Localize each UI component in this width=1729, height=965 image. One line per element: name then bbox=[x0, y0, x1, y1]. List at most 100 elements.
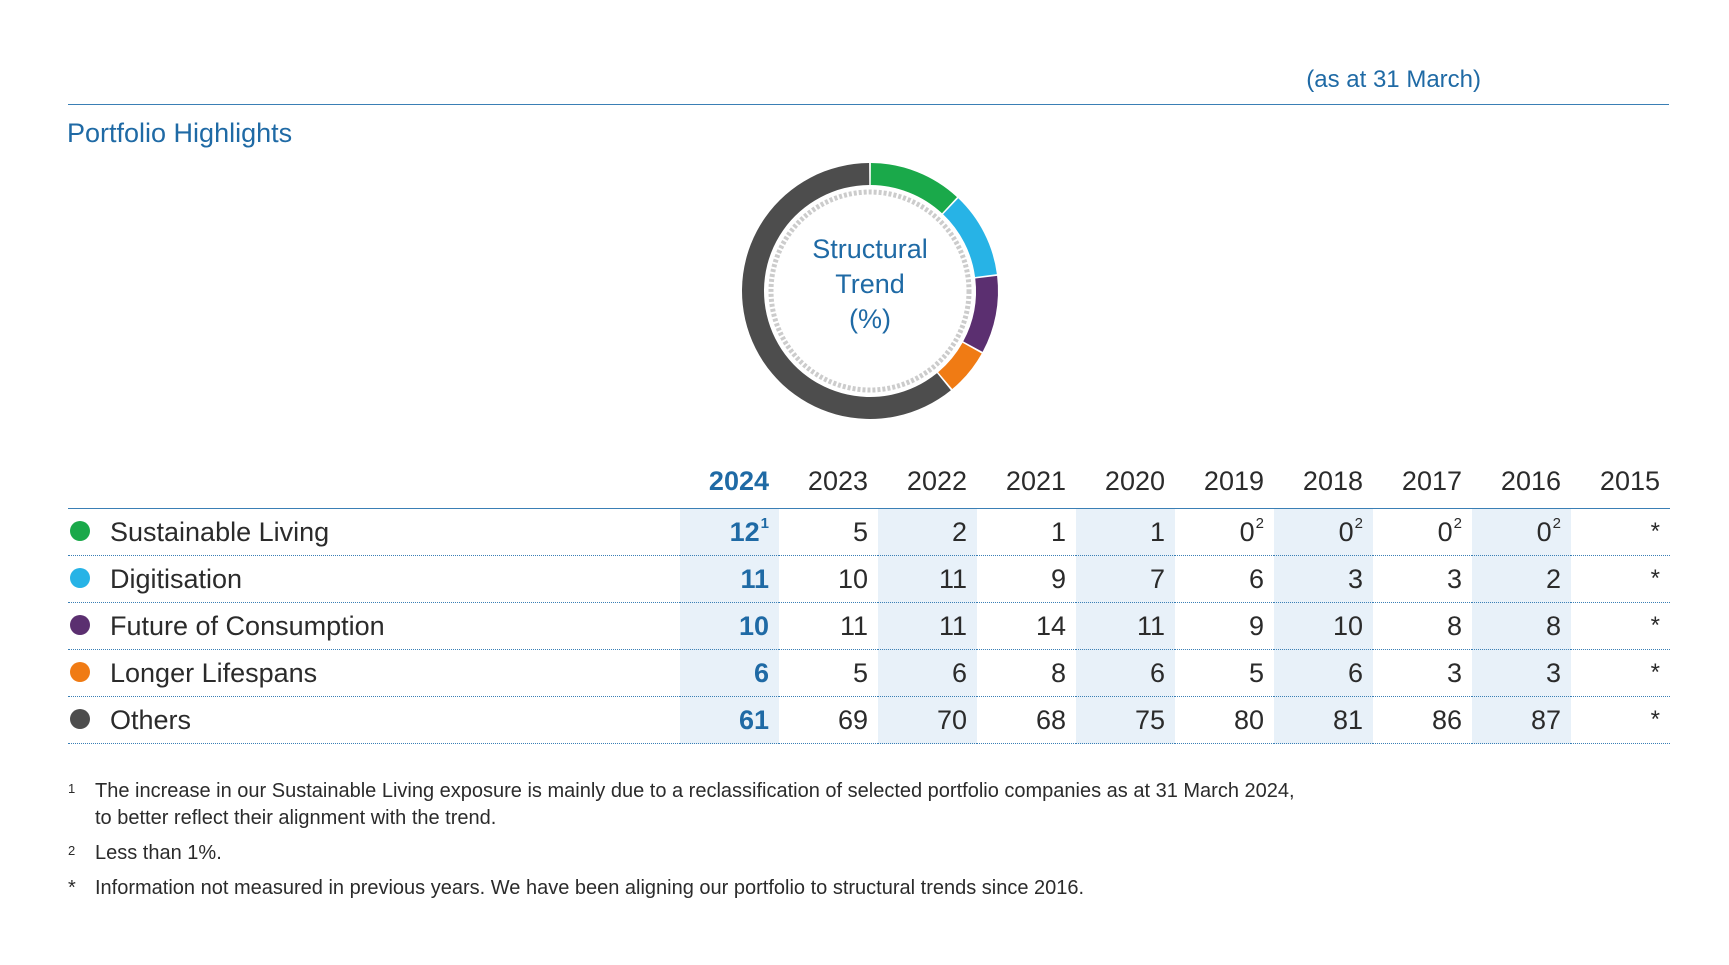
year-header-2017: 2017 bbox=[1373, 455, 1472, 509]
header-divider bbox=[68, 104, 1669, 105]
cell-value: 11 bbox=[938, 610, 967, 641]
cell-value: 3 bbox=[1545, 657, 1561, 688]
cell-value: * bbox=[1650, 565, 1660, 592]
cell-value: 70 bbox=[936, 704, 967, 735]
table-body: Sustainable Living 121 5 2 1 1 02 02 02 02 * Digiti… bbox=[68, 508, 1670, 744]
row-label: Others bbox=[68, 696, 680, 744]
footnote-star-line-1: Information not measured in previous yea… bbox=[95, 877, 1085, 899]
table-cell: 1 bbox=[977, 508, 1076, 556]
table-cell: * bbox=[1571, 508, 1670, 556]
cell-value: 8 bbox=[1446, 610, 1462, 641]
cell-value: 68 bbox=[1035, 704, 1066, 735]
footnote-1: 1 The increase in our Sustainable Living… bbox=[68, 778, 1568, 832]
row-label-text: Sustainable Living bbox=[110, 516, 330, 547]
row-label-text: Future of Consumption bbox=[110, 610, 385, 641]
table-cell: 02 bbox=[1175, 508, 1274, 556]
table-cell: 8 bbox=[977, 649, 1076, 697]
cell-value: 75 bbox=[1134, 704, 1165, 735]
table-cell: 10 bbox=[680, 602, 779, 650]
row-label: Sustainable Living bbox=[68, 508, 680, 556]
table-header-label-cell bbox=[68, 455, 680, 509]
legend-dot bbox=[70, 615, 90, 636]
table-cell: 3 bbox=[1274, 555, 1373, 603]
row-label: Longer Lifespans bbox=[68, 649, 680, 697]
table-cell: 6 bbox=[1076, 649, 1175, 697]
table-row: Future of Consumption 10 11 11 14 11 9 10 8 8 * bbox=[68, 602, 1670, 650]
table-cell: 02 bbox=[1274, 508, 1373, 556]
table-cell: 2 bbox=[878, 508, 977, 556]
cell-value: 10 bbox=[738, 610, 769, 641]
cell-value: 0 bbox=[1536, 516, 1552, 547]
footnote-reference: 2 bbox=[1354, 514, 1363, 532]
cell-value: 3 bbox=[1347, 563, 1363, 594]
table-cell: 11 bbox=[779, 602, 878, 650]
donut-slice-digitisation bbox=[943, 198, 997, 277]
table-cell: 11 bbox=[1076, 602, 1175, 650]
year-header-2015: 2015 bbox=[1571, 455, 1670, 509]
table-row: Others 61 69 70 68 75 80 81 86 87 * bbox=[68, 696, 1670, 744]
year-header-2023: 2023 bbox=[779, 455, 878, 509]
cell-value: 5 bbox=[1248, 657, 1264, 688]
table-cell: 70 bbox=[878, 696, 977, 744]
cell-value: 8 bbox=[1050, 657, 1066, 688]
cell-value: 87 bbox=[1530, 704, 1561, 735]
table-cell: 11 bbox=[878, 555, 977, 603]
footnote-2: 2 Less than 1%. bbox=[68, 840, 1568, 867]
cell-value: 2 bbox=[951, 516, 967, 547]
year-header-2016: 2016 bbox=[1472, 455, 1571, 509]
footnote-1-line-1: The increase in our Sustainable Living e… bbox=[95, 780, 1295, 802]
cell-value: 11 bbox=[839, 610, 868, 641]
table-cell: 1 bbox=[1076, 508, 1175, 556]
row-label-text: Digitisation bbox=[110, 563, 243, 594]
footnote-reference: 2 bbox=[1552, 514, 1561, 532]
cell-value: 1 bbox=[1050, 516, 1066, 547]
year-header-2018: 2018 bbox=[1274, 455, 1373, 509]
donut-slice-sustainable-living bbox=[870, 163, 957, 214]
donut-slice-longer-lifespans bbox=[938, 342, 982, 390]
cell-value: 10 bbox=[1332, 610, 1363, 641]
table-row: Longer Lifespans 6 5 6 8 6 5 6 3 3 * bbox=[68, 649, 1670, 697]
cell-value: 69 bbox=[837, 704, 868, 735]
year-header-2022: 2022 bbox=[878, 455, 977, 509]
footnote-star: * Information not measured in previous y… bbox=[68, 875, 1568, 902]
table-cell: 81 bbox=[1274, 696, 1373, 744]
cell-value: * bbox=[1650, 659, 1660, 686]
donut-center-label: Structural Trend (%) bbox=[770, 232, 970, 337]
legend-dot bbox=[70, 521, 90, 542]
table-row: Digitisation 11 10 11 9 7 6 3 3 2 * bbox=[68, 555, 1670, 603]
footnote-2-marker: 2 bbox=[68, 843, 76, 858]
table-cell: 10 bbox=[1274, 602, 1373, 650]
year-header-2024: 2024 bbox=[680, 455, 779, 509]
cell-value: 61 bbox=[738, 704, 769, 735]
table-cell: 02 bbox=[1472, 508, 1571, 556]
table-cell: 5 bbox=[779, 508, 878, 556]
structural-trend-donut-chart bbox=[742, 163, 998, 419]
structural-trend-table: 2024 2023 2022 2021 2020 2019 2018 2017 2016 2015… bbox=[68, 455, 1670, 744]
table-cell: 2 bbox=[1472, 555, 1571, 603]
cell-value: * bbox=[1650, 612, 1660, 639]
table-cell: 69 bbox=[779, 696, 878, 744]
cell-value: 0 bbox=[1437, 516, 1453, 547]
year-header-2020: 2020 bbox=[1076, 455, 1175, 509]
table-cell: 121 bbox=[680, 508, 779, 556]
table-cell: 8 bbox=[1373, 602, 1472, 650]
table-cell: 75 bbox=[1076, 696, 1175, 744]
cell-value: 5 bbox=[852, 657, 868, 688]
cell-value: 3 bbox=[1446, 657, 1462, 688]
table-cell: 7 bbox=[1076, 555, 1175, 603]
table-cell: * bbox=[1571, 696, 1670, 744]
cell-value: 9 bbox=[1050, 563, 1066, 594]
footnote-reference: 2 bbox=[1255, 514, 1264, 532]
year-header-2021: 2021 bbox=[977, 455, 1076, 509]
cell-value: 9 bbox=[1248, 610, 1264, 641]
cell-value: 11 bbox=[740, 563, 769, 594]
cell-value: 12 bbox=[729, 516, 760, 547]
cell-value: 8 bbox=[1545, 610, 1561, 641]
donut-slice-others bbox=[742, 163, 951, 419]
footnote-reference: 1 bbox=[760, 514, 769, 532]
table-row: Sustainable Living 121 5 2 1 1 02 02 02 02 * bbox=[68, 508, 1670, 556]
row-label-text: Longer Lifespans bbox=[110, 657, 318, 688]
cell-value: * bbox=[1650, 706, 1660, 733]
footnote-star-marker: * bbox=[68, 877, 76, 899]
section-title: Portfolio Highlights bbox=[67, 118, 293, 148]
